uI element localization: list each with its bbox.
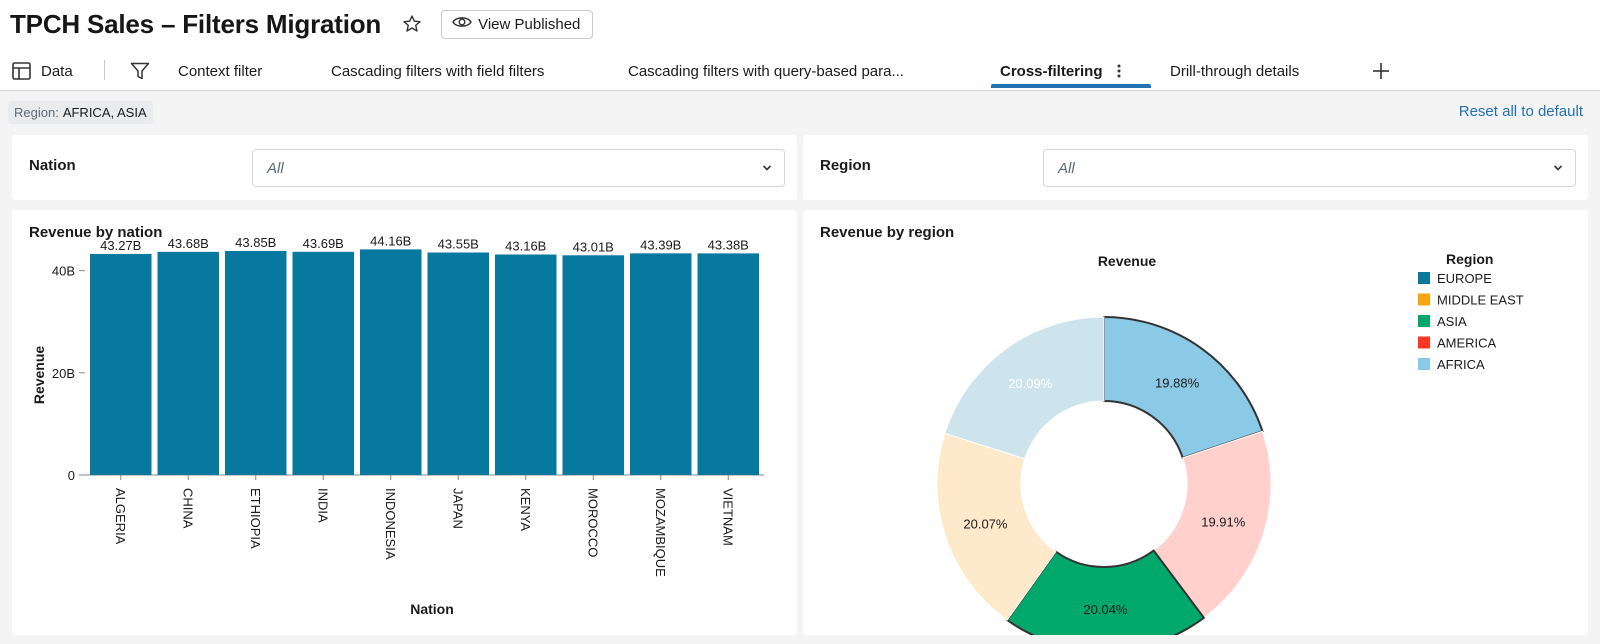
region-select-value: All — [1058, 160, 1075, 177]
tab-cross-filtering-label: Cross-filtering — [1000, 62, 1103, 80]
filter-icon[interactable] — [130, 52, 150, 90]
nation-filter-label: Nation — [29, 157, 76, 174]
revenue-by-region-card: Revenue by region Revenue Region 19.88% 1… — [803, 210, 1588, 635]
bar-mozambique[interactable] — [630, 253, 692, 475]
add-tab-icon[interactable] — [1372, 52, 1390, 90]
bar-japan[interactable] — [427, 252, 490, 475]
bar-value-label: 43.39B — [640, 237, 681, 252]
slice-percent-label: 20.04% — [1083, 602, 1128, 617]
tab-drill-through[interactable]: Drill-through details — [1170, 62, 1300, 80]
slice-percent-label: 20.09% — [1008, 376, 1053, 391]
tab-context-filter[interactable]: Context filter — [178, 62, 263, 80]
view-published-label: View Published — [478, 15, 581, 33]
chevron-down-icon — [762, 165, 772, 171]
nation-select[interactable]: All — [252, 149, 785, 187]
x-tick-label: CHINA — [180, 488, 195, 529]
bar-indonesia[interactable] — [360, 249, 422, 475]
donut-chart-title: Revenue by region — [820, 224, 955, 241]
x-tick-label: INDIA — [315, 488, 330, 523]
bar-value-label: 43.38B — [708, 237, 749, 252]
reset-all-link[interactable]: Reset all to default — [1458, 103, 1583, 120]
tab-cascading-field-filters[interactable]: Cascading filters with field filters — [331, 62, 545, 80]
bar-value-label: 44.16B — [370, 233, 411, 248]
bar-india[interactable] — [292, 251, 355, 475]
kebab-menu-icon[interactable] — [1117, 63, 1121, 79]
x-tick-label: MOROCCO — [585, 488, 600, 557]
tab-cross-filtering[interactable]: Cross-filtering — [1000, 52, 1121, 90]
tab-data[interactable]: Data — [12, 52, 73, 90]
tab-divider — [104, 60, 105, 80]
legend-swatch — [1418, 272, 1430, 284]
dashboard-header: TPCH Sales – Filters Migration View Publ… — [0, 0, 1600, 91]
tab-bar: Data Context filter Cascading filters wi… — [0, 52, 1600, 90]
active-tab-indicator — [991, 84, 1151, 88]
x-tick-label: JAPAN — [450, 488, 465, 529]
bar-value-label: 43.68B — [168, 236, 209, 251]
tab-data-label: Data — [41, 62, 73, 80]
chip-value: AFRICA, ASIA — [62, 105, 147, 120]
nation-filter-card: Nation All — [12, 135, 797, 200]
x-tick-label: ETHIOPIA — [248, 488, 263, 549]
slice-africa[interactable] — [1103, 315, 1264, 460]
donut-chart-subtitle: Revenue — [1098, 253, 1157, 269]
slice-percent-label: 19.91% — [1201, 514, 1246, 529]
bar-morocco[interactable] — [562, 255, 625, 475]
bar-china[interactable] — [157, 251, 220, 475]
y-tick-label: 20B — [52, 366, 75, 381]
eye-icon — [452, 15, 472, 33]
donut-chart: Revenue Region 19.88% 19.91% 20.04% 20.07% 2… — [936, 251, 1524, 635]
legend-swatch — [1418, 358, 1430, 370]
region-filter-label: Region — [820, 157, 871, 174]
tab-cascading-query-params[interactable]: Cascading filters with query-based para.… — [628, 62, 904, 80]
y-tick-label: 0 — [68, 468, 75, 483]
legend-item-europe[interactable]: EUROPE — [1437, 271, 1492, 286]
y-tick-label: 40B — [52, 264, 75, 279]
bar-vietnam[interactable] — [697, 253, 760, 475]
bar-chart-title: Revenue by nation — [29, 224, 163, 241]
title-row: TPCH Sales – Filters Migration View Publ… — [10, 4, 594, 44]
x-tick-label: MOZAMBIQUE — [653, 488, 668, 577]
slice-percent-label: 20.07% — [963, 517, 1008, 532]
legend-swatch — [1418, 336, 1430, 349]
x-tick-label: ALGERIA — [113, 488, 128, 545]
legend-item-asia[interactable]: ASIA — [1437, 314, 1467, 329]
bar-chart: Revenue Nation 0 20B 40B 43.27B ALGERIA 43.68… — [31, 233, 764, 617]
active-filter-chip[interactable]: Region: AFRICA, ASIA — [8, 101, 153, 124]
slice-america[interactable] — [1152, 430, 1272, 619]
chevron-down-icon — [1553, 165, 1563, 171]
legend-item-america[interactable]: AMERICA — [1437, 336, 1497, 351]
bar-value-label: 43.16B — [505, 239, 546, 254]
bar-value-label: 43.27B — [100, 238, 141, 253]
x-tick-label: INDONESIA — [383, 488, 398, 560]
legend-swatch — [1418, 293, 1430, 306]
bar-value-label: 43.55B — [438, 237, 479, 252]
bar-chart-xlabel: Nation — [410, 601, 454, 617]
slice-middle-east[interactable] — [936, 432, 1057, 621]
bar-chart-ylabel: Revenue — [31, 346, 47, 405]
x-tick-label: VIETNAM — [720, 488, 735, 546]
chip-key: Region: — [14, 105, 59, 120]
bar-ethiopia[interactable] — [225, 250, 287, 475]
bar-algeria[interactable] — [90, 253, 152, 475]
page-title: TPCH Sales – Filters Migration — [10, 8, 382, 39]
bar-kenya[interactable] — [495, 254, 557, 475]
nation-select-value: All — [267, 160, 284, 177]
revenue-by-nation-card: Revenue by nation Revenue Nation 0 20B 40B… — [12, 210, 797, 635]
bar-value-label: 43.85B — [235, 235, 276, 250]
legend-title: Region — [1446, 251, 1493, 267]
legend-swatch — [1418, 315, 1430, 327]
slice-asia[interactable] — [1005, 549, 1206, 635]
bar-value-label: 43.69B — [303, 236, 344, 251]
legend-item-africa[interactable]: AFRICA — [1437, 357, 1485, 372]
x-tick-label: KENYA — [518, 488, 533, 531]
table-icon — [12, 62, 31, 80]
region-select[interactable]: All — [1043, 149, 1576, 187]
bar-value-label: 43.01B — [573, 239, 614, 254]
legend-item-middle-east[interactable]: MIDDLE EAST — [1437, 293, 1524, 308]
view-published-button[interactable]: View Published — [441, 9, 594, 39]
slice-europe[interactable] — [944, 316, 1105, 460]
region-filter-card: Region All — [803, 135, 1588, 200]
slice-percent-label: 19.88% — [1155, 376, 1200, 391]
star-icon[interactable] — [401, 13, 423, 35]
